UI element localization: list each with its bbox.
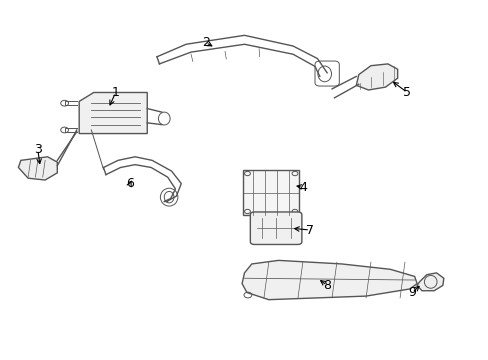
PathPatch shape bbox=[356, 64, 397, 90]
Text: 6: 6 bbox=[126, 177, 134, 190]
PathPatch shape bbox=[242, 260, 416, 300]
Text: 2: 2 bbox=[201, 36, 209, 49]
Text: 7: 7 bbox=[305, 224, 313, 237]
PathPatch shape bbox=[19, 157, 57, 180]
PathPatch shape bbox=[416, 273, 443, 291]
Text: 1: 1 bbox=[111, 86, 120, 99]
Bar bbox=[243, 170, 299, 215]
Text: 3: 3 bbox=[34, 143, 41, 156]
Text: 5: 5 bbox=[403, 86, 410, 99]
Text: 8: 8 bbox=[323, 279, 330, 292]
PathPatch shape bbox=[79, 93, 147, 134]
FancyBboxPatch shape bbox=[250, 212, 301, 244]
Text: 9: 9 bbox=[407, 286, 415, 299]
Text: 4: 4 bbox=[298, 181, 306, 194]
